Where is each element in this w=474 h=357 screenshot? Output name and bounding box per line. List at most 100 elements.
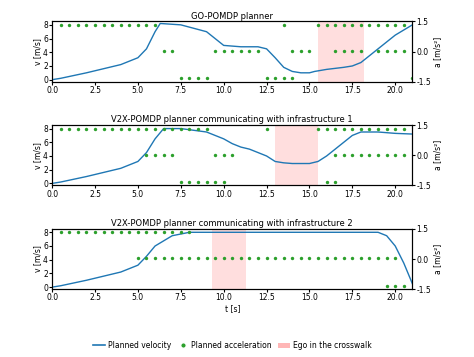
Point <box>177 230 184 235</box>
Point <box>400 48 408 54</box>
Point <box>374 22 382 28</box>
Point <box>366 152 374 157</box>
Point <box>254 256 262 261</box>
Point <box>237 256 245 261</box>
Point <box>74 22 82 28</box>
Point <box>374 256 382 261</box>
Point <box>271 75 279 81</box>
Point <box>400 126 408 131</box>
Point <box>151 230 159 235</box>
Point <box>160 48 167 54</box>
Point <box>117 230 125 235</box>
Point <box>400 152 408 157</box>
Point <box>357 48 365 54</box>
Point <box>392 126 399 131</box>
Point <box>194 256 202 261</box>
Point <box>340 22 347 28</box>
Point <box>117 126 125 131</box>
Point <box>194 179 202 185</box>
Point <box>383 48 391 54</box>
Point <box>374 126 382 131</box>
Point <box>348 126 356 131</box>
Point <box>186 230 193 235</box>
Point <box>168 126 176 131</box>
Point <box>194 126 202 131</box>
Point <box>348 22 356 28</box>
Y-axis label: v [m/s]: v [m/s] <box>33 38 42 65</box>
X-axis label: t [s]: t [s] <box>225 304 240 313</box>
Point <box>314 256 322 261</box>
Point <box>348 48 356 54</box>
Point <box>366 22 374 28</box>
Point <box>143 230 150 235</box>
Point <box>160 256 167 261</box>
Point <box>57 126 64 131</box>
Point <box>271 256 279 261</box>
Point <box>263 75 270 81</box>
Legend: Planned velocity, Planned acceleration, Ego in the crosswalk: Planned velocity, Planned acceleration, … <box>90 338 374 353</box>
Point <box>374 152 382 157</box>
Point <box>203 179 210 185</box>
Point <box>383 256 391 261</box>
Point <box>392 48 399 54</box>
Point <box>74 126 82 131</box>
Point <box>357 152 365 157</box>
Y-axis label: v [m/s]: v [m/s] <box>33 246 42 272</box>
Point <box>383 126 391 131</box>
Point <box>91 22 99 28</box>
Point <box>100 230 108 235</box>
Point <box>331 152 339 157</box>
Point <box>280 75 288 81</box>
Point <box>254 48 262 54</box>
Point <box>289 256 296 261</box>
Bar <box>318 21 365 82</box>
Point <box>289 75 296 81</box>
Point <box>177 179 184 185</box>
Point <box>143 22 150 28</box>
Point <box>57 22 64 28</box>
Point <box>323 179 330 185</box>
Point <box>65 22 73 28</box>
Y-axis label: a [m/s²]: a [m/s²] <box>433 140 442 170</box>
Point <box>168 152 176 157</box>
Point <box>160 126 167 131</box>
Y-axis label: a [m/s²]: a [m/s²] <box>433 244 442 274</box>
Point <box>409 75 416 81</box>
Point <box>203 256 210 261</box>
Point <box>340 48 347 54</box>
Point <box>126 126 133 131</box>
Point <box>392 22 399 28</box>
Point <box>151 22 159 28</box>
Point <box>109 126 116 131</box>
Point <box>134 230 142 235</box>
Point <box>220 179 228 185</box>
Point <box>143 152 150 157</box>
Point <box>151 256 159 261</box>
Point <box>186 179 193 185</box>
Point <box>151 152 159 157</box>
Point <box>134 126 142 131</box>
Point <box>263 256 270 261</box>
Point <box>100 22 108 28</box>
Point <box>289 48 296 54</box>
Bar <box>275 125 318 185</box>
Point <box>357 256 365 261</box>
Point <box>117 22 125 28</box>
Point <box>186 126 193 131</box>
Point <box>186 75 193 81</box>
Point <box>323 22 330 28</box>
Title: V2X-POMDP planner communicating with infrastructure 1: V2X-POMDP planner communicating with inf… <box>111 115 353 124</box>
Point <box>143 256 150 261</box>
Point <box>177 256 184 261</box>
Point <box>374 48 382 54</box>
Point <box>91 126 99 131</box>
Point <box>228 152 236 157</box>
Point <box>109 22 116 28</box>
Point <box>314 126 322 131</box>
Point <box>263 126 270 131</box>
Point <box>383 22 391 28</box>
Point <box>331 22 339 28</box>
Point <box>280 256 288 261</box>
Point <box>331 48 339 54</box>
Point <box>314 22 322 28</box>
